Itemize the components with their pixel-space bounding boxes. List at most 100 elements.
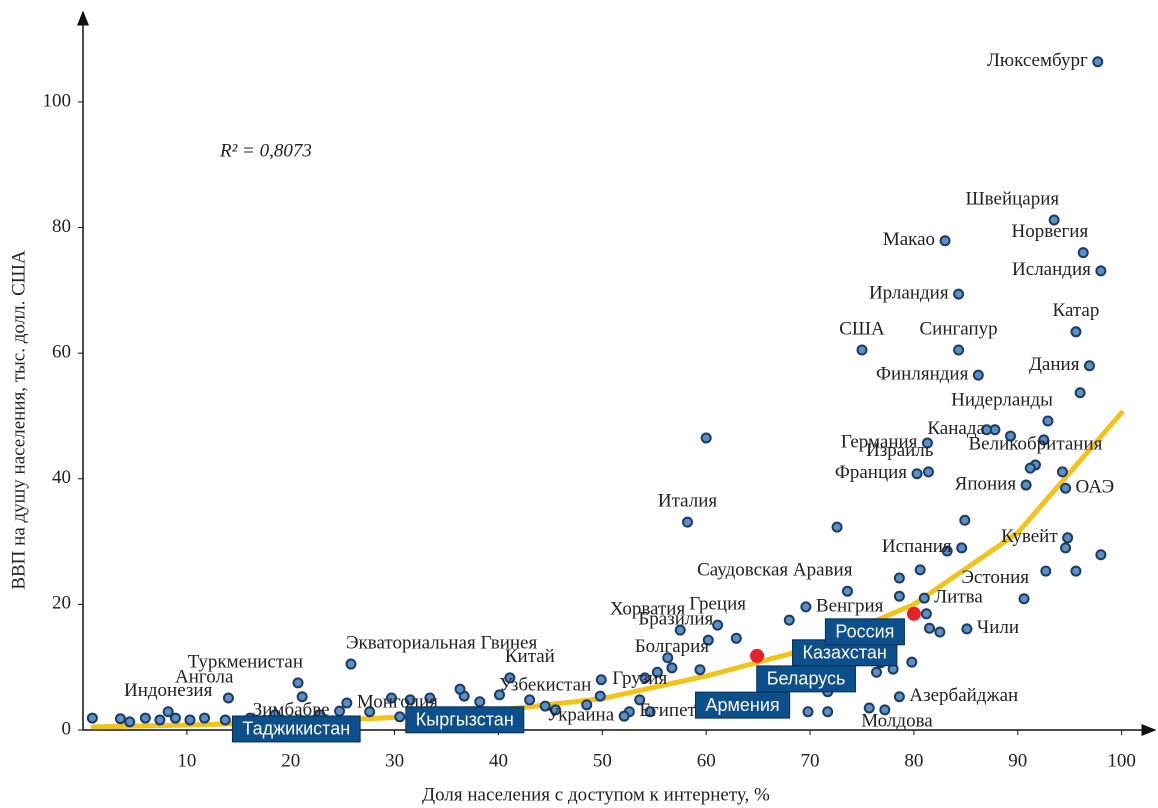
point-label: ОАЭ — [1076, 477, 1115, 498]
point — [618, 710, 630, 722]
point — [856, 344, 868, 356]
point-label: Узбекистан — [499, 674, 591, 695]
point — [694, 664, 706, 676]
point — [920, 608, 932, 620]
point — [871, 666, 883, 678]
point — [114, 713, 126, 725]
point-label: Ангола — [175, 666, 234, 687]
point — [879, 704, 891, 716]
point — [334, 705, 346, 717]
point — [700, 432, 712, 444]
x-axis-label: Доля населения с доступом к интернету, % — [422, 784, 770, 805]
point — [539, 700, 551, 712]
y-tick-label: 60 — [52, 342, 71, 363]
point-label: Казахстан — [803, 643, 887, 663]
x-tick-label: 100 — [1107, 750, 1136, 771]
point — [1038, 434, 1050, 446]
point — [893, 691, 905, 703]
point-label: Литва — [934, 586, 983, 607]
point-label: Китай — [505, 646, 555, 667]
x-tick-label: 40 — [489, 750, 508, 771]
point — [953, 344, 965, 356]
point-label: Германия — [841, 431, 918, 452]
point — [594, 690, 606, 702]
point-label: Израиль — [866, 440, 934, 461]
point-label: Италия — [658, 490, 718, 511]
point — [162, 706, 174, 718]
point — [1095, 549, 1107, 561]
point-label: Эстония — [961, 567, 1029, 588]
point — [550, 704, 562, 716]
point-label: Молдова — [861, 710, 933, 731]
point — [524, 694, 536, 706]
point-label: Саудовская Аравия — [697, 560, 853, 581]
label-box — [756, 665, 856, 693]
point-label: Азербайджан — [909, 685, 1018, 706]
point-label: Украина — [546, 705, 614, 726]
point-label: Россия — [835, 622, 894, 642]
point — [702, 634, 714, 646]
point — [493, 689, 505, 701]
y-axis-label: ВВП на душу населения, тыс. долл. США — [8, 250, 29, 590]
point-label: Дания — [1029, 354, 1080, 375]
point — [730, 632, 742, 644]
point — [1060, 482, 1072, 494]
point-label: Ирландия — [869, 282, 949, 303]
point-label: Зимбабве — [253, 700, 330, 721]
point — [922, 466, 934, 478]
point — [1048, 214, 1060, 226]
point — [934, 626, 946, 638]
point-label: Туркменистан — [188, 651, 303, 672]
point — [906, 656, 918, 668]
point — [296, 691, 308, 703]
point-label: Экваториальная Гвинея — [346, 632, 537, 653]
point — [893, 590, 905, 602]
point — [1074, 387, 1086, 399]
point — [424, 692, 436, 704]
point — [199, 712, 211, 724]
point-label: Бразилия — [638, 609, 713, 630]
label-box — [824, 618, 905, 646]
point — [1077, 247, 1089, 259]
point — [893, 572, 905, 584]
point — [981, 424, 993, 436]
point — [712, 619, 724, 631]
point-label: Армения — [706, 695, 780, 715]
y-tick-label: 80 — [52, 216, 71, 237]
point — [953, 288, 965, 300]
point-label: Канада — [927, 418, 985, 439]
point — [923, 622, 935, 634]
point-label: Люксембург — [987, 50, 1088, 71]
point — [662, 652, 674, 664]
point-label: Катар — [1053, 300, 1100, 321]
point-label: Египет — [639, 700, 696, 721]
y-tick-label: 20 — [52, 593, 71, 614]
point-label: Грузия — [612, 668, 667, 689]
annotation: R² = 0,8073 — [219, 140, 312, 161]
point — [956, 542, 968, 554]
point — [474, 696, 486, 708]
point — [404, 694, 416, 706]
point-label: Сингапур — [920, 318, 998, 339]
point-label: Норвегия — [1011, 221, 1088, 242]
point — [1060, 542, 1072, 554]
point — [292, 677, 304, 689]
point — [911, 468, 923, 480]
point — [595, 674, 607, 686]
point-label: Болгария — [635, 636, 710, 657]
x-tick-label: 80 — [904, 750, 923, 771]
label-box — [405, 706, 525, 734]
point — [1005, 430, 1017, 442]
point — [124, 716, 136, 728]
x-tick-label: 60 — [697, 750, 716, 771]
point — [863, 702, 875, 714]
point — [800, 601, 812, 613]
y-tick-label: 0 — [62, 718, 72, 739]
point — [822, 706, 834, 718]
point-label: Нидерланды — [951, 389, 1053, 410]
point — [1040, 565, 1052, 577]
label-box — [695, 691, 791, 719]
point-label: Таджикистан — [242, 719, 350, 739]
point — [86, 712, 98, 724]
point-label: Хорватия — [610, 598, 686, 619]
